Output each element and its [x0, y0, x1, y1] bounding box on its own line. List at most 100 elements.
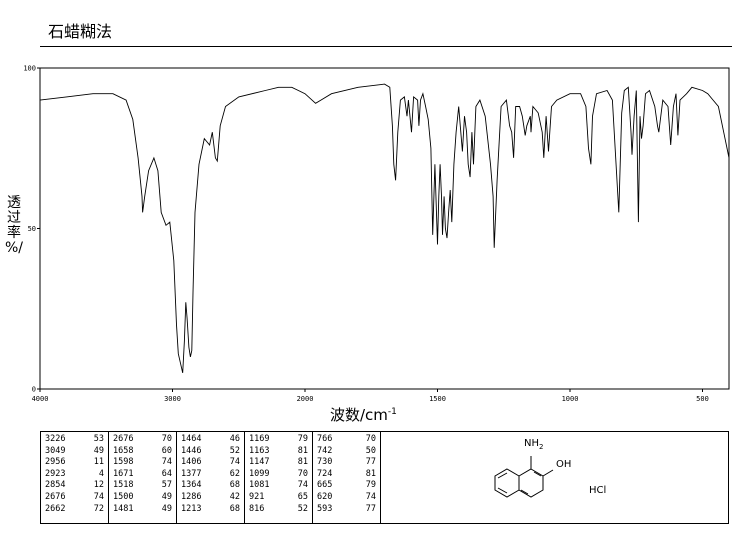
x-tick-label: 3000 — [164, 395, 181, 403]
peak-transmittance: 60 — [161, 445, 172, 456]
peak-wavenumber: 1406 — [181, 457, 202, 468]
peak-transmittance: 68 — [229, 503, 240, 514]
peak-row: 1500 49 — [113, 492, 172, 504]
naphthalene-structure — [494, 456, 554, 498]
plot-frame — [39, 67, 730, 390]
peak-row: 620 74 — [317, 492, 376, 504]
peak-row: 665 79 — [317, 480, 376, 492]
y-tick-label: 50 — [28, 225, 36, 233]
peak-wavenumber: 665 — [317, 480, 333, 491]
x-tick-label: 1500 — [429, 395, 446, 403]
peak-transmittance: 74 — [93, 491, 104, 502]
hydroxyl-label: OH — [556, 459, 572, 470]
peak-transmittance: 46 — [229, 434, 240, 444]
peak-wavenumber: 2923 — [45, 468, 66, 479]
peak-wavenumber: 2676 — [45, 491, 66, 502]
y-tick-label: 100 — [23, 65, 36, 73]
amine-label: NH2 — [524, 438, 543, 451]
peak-transmittance: 62 — [229, 468, 240, 479]
peak-transmittance: 77 — [365, 503, 376, 514]
y-axis-label-char: 率 — [7, 225, 21, 241]
peak-row: 1163 81 — [249, 446, 308, 458]
x-axis-label-exponent: -1 — [387, 407, 397, 417]
peak-transmittance: 65 — [297, 491, 308, 502]
peak-wavenumber: 620 — [317, 491, 333, 502]
x-tick-label: 4000 — [32, 395, 49, 403]
peak-wavenumber: 816 — [249, 503, 265, 514]
peak-transmittance: 52 — [297, 503, 308, 514]
peak-row: 1658 60 — [113, 446, 172, 458]
peak-wavenumber: 921 — [249, 491, 265, 502]
peak-wavenumber: 1147 — [249, 457, 270, 468]
peak-wavenumber: 766 — [317, 434, 333, 444]
peak-transmittance: 64 — [161, 468, 172, 479]
peak-transmittance: 4 — [98, 468, 104, 479]
peak-row: 921 65 — [249, 492, 308, 504]
peak-transmittance: 74 — [229, 457, 240, 468]
x-tick-label: 500 — [696, 395, 709, 403]
x-tick-label: 1000 — [562, 395, 579, 403]
peak-wavenumber: 1213 — [181, 503, 202, 514]
peak-wavenumber: 1671 — [113, 468, 134, 479]
amine-subscript: 2 — [539, 443, 544, 451]
peak-wavenumber: 1500 — [113, 491, 134, 502]
peak-wavenumber: 1099 — [249, 468, 270, 479]
peak-row: 1213 68 — [181, 504, 240, 516]
y-axis-label-char: %/ — [4, 240, 24, 256]
peak-wavenumber: 1464 — [181, 434, 202, 444]
peak-table: 3226 53 3049 49 2956 11 2923 4 2854 12 2676 74 2662 7… — [40, 431, 729, 524]
peak-row: 1464 46 — [181, 434, 240, 446]
x-axis-label-text: 波数/cm — [330, 406, 388, 424]
peak-row: 2854 12 — [45, 480, 104, 492]
peak-wavenumber: 1481 — [113, 503, 134, 514]
peak-transmittance: 50 — [365, 445, 376, 456]
peak-transmittance: 70 — [161, 434, 172, 444]
peak-row: 1406 74 — [181, 457, 240, 469]
peak-wavenumber: 730 — [317, 457, 333, 468]
peak-row: 1147 81 — [249, 457, 308, 469]
peak-wavenumber: 2956 — [45, 457, 66, 468]
salt-label: HCl — [589, 485, 607, 496]
peak-row: 1286 42 — [181, 492, 240, 504]
peak-wavenumber: 1377 — [181, 468, 202, 479]
peak-row: 1364 68 — [181, 480, 240, 492]
peak-transmittance: 79 — [365, 480, 376, 491]
peak-wavenumber: 2854 — [45, 480, 66, 491]
peak-transmittance: 12 — [93, 480, 104, 491]
peak-transmittance: 57 — [161, 480, 172, 491]
peak-row: 1099 70 — [249, 469, 308, 481]
x-axis-ticks: 4000 3000 2000 1500 1000 500 — [32, 389, 709, 403]
peak-wavenumber: 2676 — [113, 434, 134, 444]
peak-transmittance: 79 — [297, 434, 308, 444]
peak-transmittance: 68 — [229, 480, 240, 491]
peak-transmittance: 49 — [93, 445, 104, 456]
peak-column: 2676 70 1658 60 1598 74 1671 64 1518 57 1500 49 1481… — [109, 432, 177, 523]
peak-transmittance: 74 — [365, 491, 376, 502]
peak-transmittance: 11 — [93, 457, 104, 468]
peak-wavenumber: 3049 — [45, 445, 66, 456]
peak-transmittance: 49 — [161, 491, 172, 502]
title-divider — [40, 46, 732, 47]
x-axis-label: 波数/cm-1 — [330, 404, 397, 425]
peak-wavenumber: 1518 — [113, 480, 134, 491]
y-axis-label-char: 透 — [7, 195, 21, 211]
peak-row: 593 77 — [317, 504, 376, 516]
peak-transmittance: 72 — [93, 503, 104, 514]
peak-row: 2923 4 — [45, 469, 104, 481]
peak-wavenumber: 1658 — [113, 445, 134, 456]
peak-row: 1081 74 — [249, 480, 308, 492]
peak-row: 1598 74 — [113, 457, 172, 469]
peak-wavenumber: 1163 — [249, 445, 270, 456]
peak-wavenumber: 742 — [317, 445, 333, 456]
page-title: 石蜡糊法 — [48, 22, 113, 41]
structure-cell: NH2 OH HCl — [381, 432, 728, 523]
peak-row: 816 52 — [249, 504, 308, 516]
peak-wavenumber: 1169 — [249, 434, 270, 444]
peak-row: 1169 79 — [249, 434, 308, 446]
peak-transmittance: 81 — [365, 468, 376, 479]
y-tick-label: 0 — [32, 386, 36, 394]
peak-column: 1169 79 1163 81 1147 81 1099 70 1081 74 921 65 816 52 — [245, 432, 313, 523]
peak-wavenumber: 1081 — [249, 480, 270, 491]
peak-wavenumber: 1598 — [113, 457, 134, 468]
peak-row: 730 77 — [317, 457, 376, 469]
